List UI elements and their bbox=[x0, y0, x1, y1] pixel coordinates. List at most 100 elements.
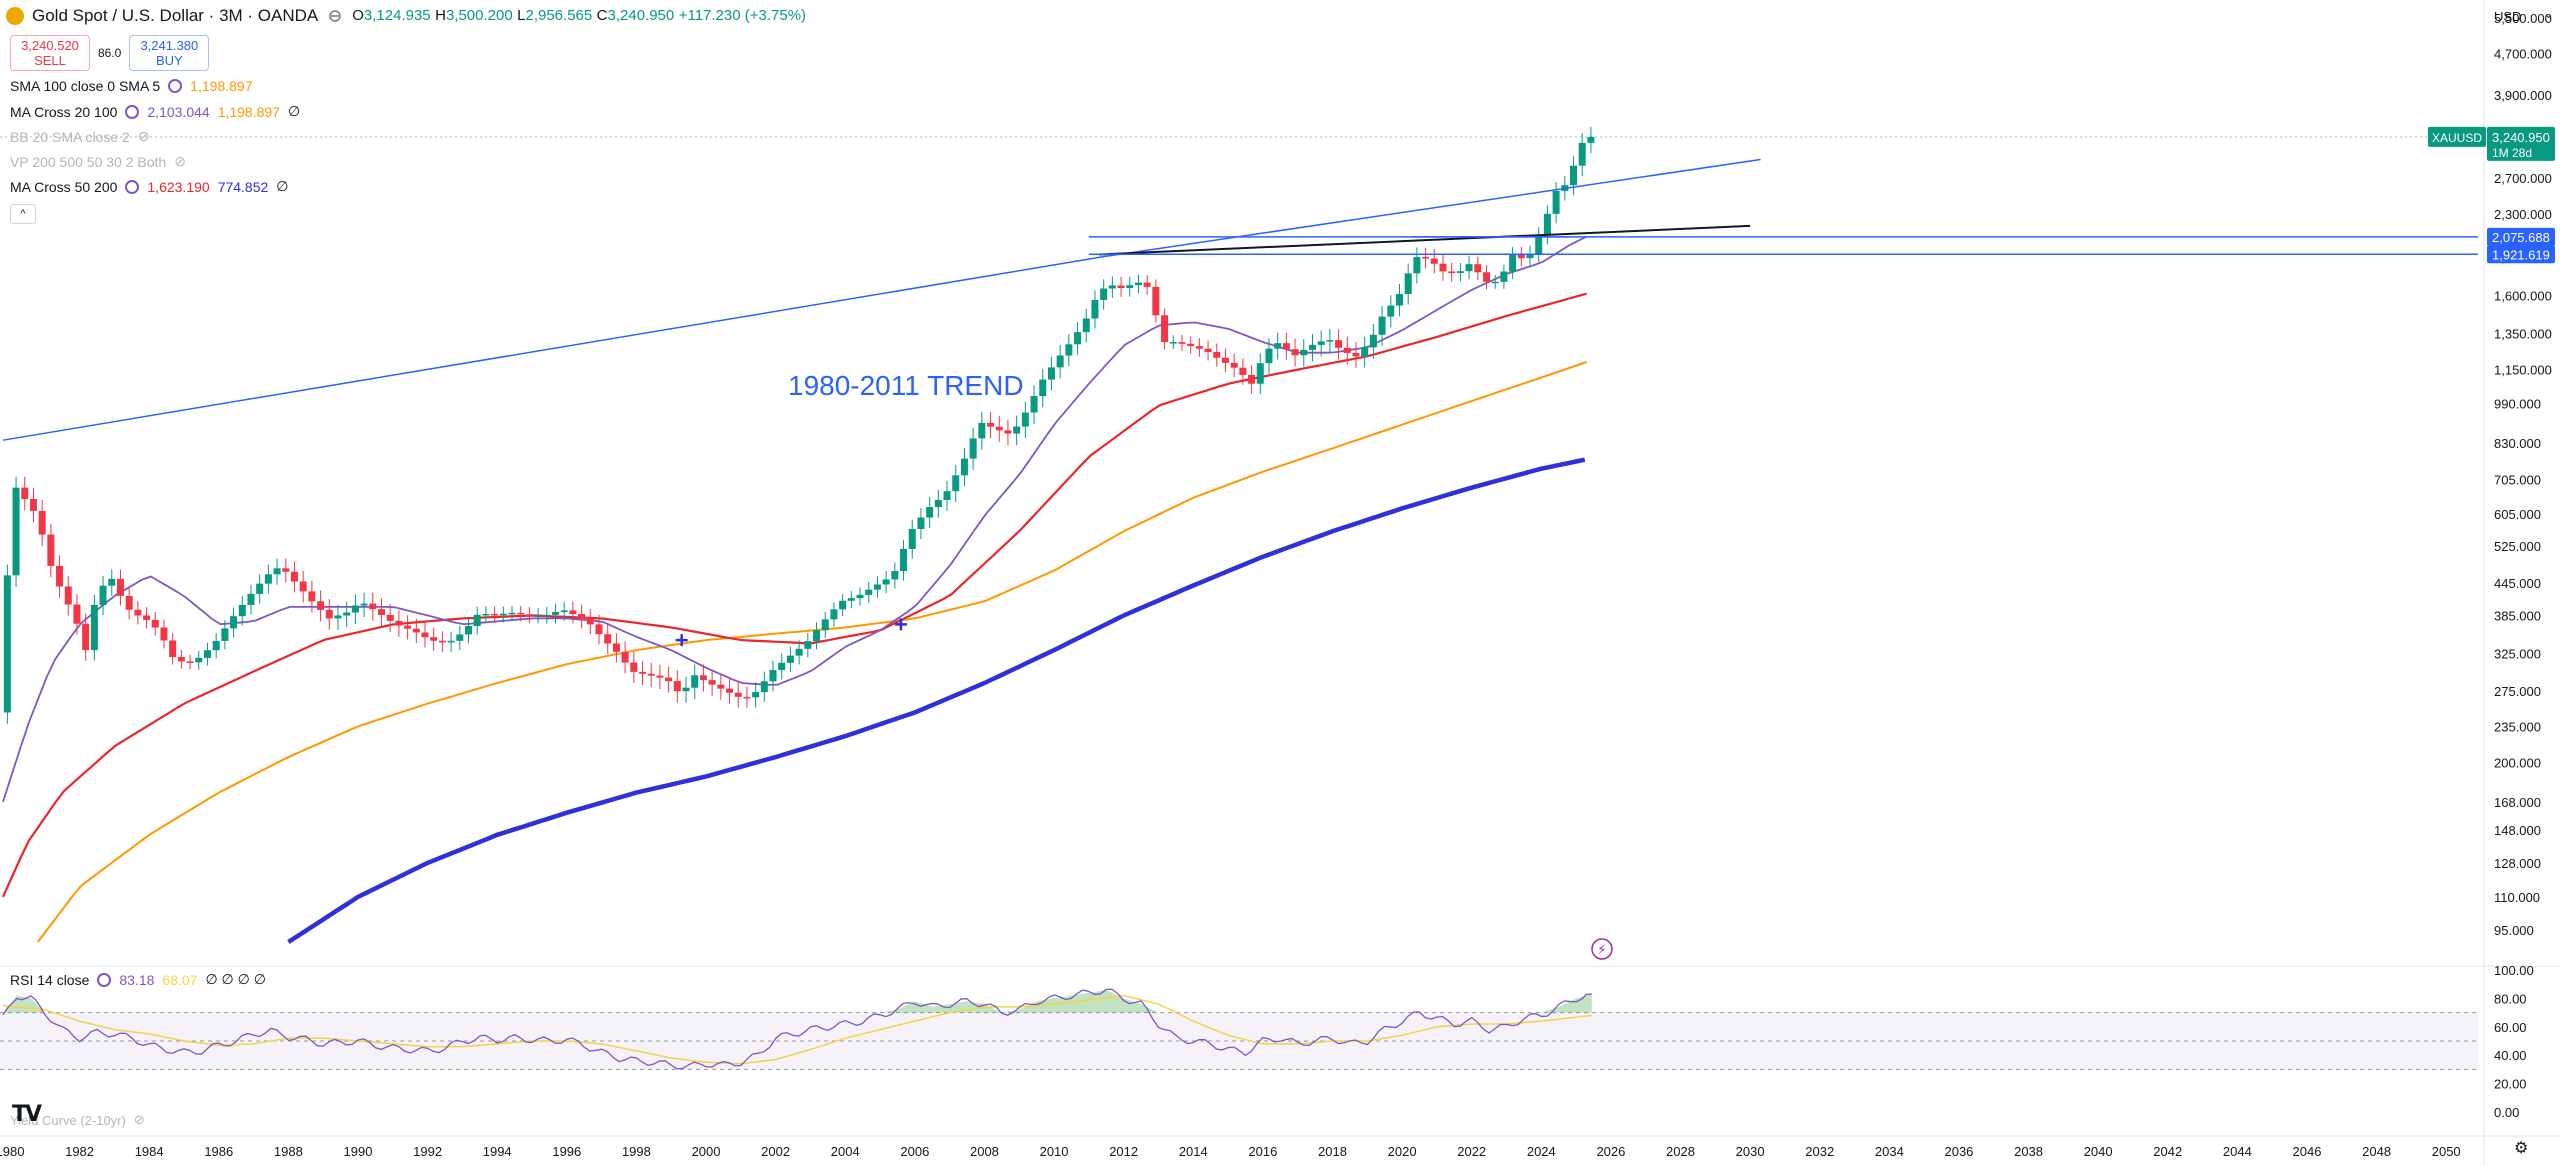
indicator-value: 1,198.897 bbox=[190, 78, 253, 94]
candle-body bbox=[264, 574, 272, 584]
candle-body bbox=[760, 681, 768, 693]
indicator-ma-cross-20-100[interactable]: MA Cross 20 100 2,103.044 1,198.897 ∅ bbox=[10, 103, 300, 120]
sell-button[interactable]: 3,240.520 SELL bbox=[10, 35, 90, 71]
indicator-vp[interactable]: VP 200 500 50 30 2 Both ⊘ bbox=[10, 153, 186, 170]
yield-name: Yield Curve (2-10yr) bbox=[10, 1112, 126, 1128]
settings-icon[interactable] bbox=[125, 179, 140, 194]
candle-body bbox=[752, 692, 760, 698]
candle-body bbox=[665, 677, 673, 682]
candle-body bbox=[1404, 273, 1412, 295]
candle-body bbox=[1413, 257, 1421, 274]
chart-settings-icon[interactable]: ⚙ bbox=[2514, 1140, 2529, 1157]
candle-body bbox=[786, 655, 794, 663]
candle-body bbox=[491, 614, 499, 616]
candle-body bbox=[1030, 396, 1038, 413]
y-tick-label: 325.000 bbox=[2494, 647, 2541, 662]
candle-body bbox=[830, 609, 838, 620]
y-tick-label: 2,300.000 bbox=[2494, 207, 2552, 222]
x-tick-label: 2000 bbox=[692, 1144, 721, 1159]
candle-body bbox=[926, 507, 934, 518]
level-badge-bg bbox=[2487, 227, 2555, 246]
rsi-legend[interactable]: RSI 14 close 83.18 68.07 ∅ ∅ ∅ ∅ bbox=[10, 971, 266, 988]
x-tick-label: 1986 bbox=[204, 1144, 233, 1159]
y-tick-label: 990.000 bbox=[2494, 396, 2541, 411]
candle-body bbox=[1047, 367, 1055, 380]
trend-lines[interactable] bbox=[0, 136, 2478, 647]
open-label: O bbox=[352, 7, 364, 24]
currency-dropdown-icon[interactable]: ⌄ bbox=[2544, 9, 2554, 21]
candle-body bbox=[3, 575, 11, 713]
x-tick-label: 2044 bbox=[2223, 1144, 2252, 1159]
candle-body bbox=[230, 616, 238, 629]
candle-body bbox=[404, 625, 412, 629]
symbol-title[interactable]: Gold Spot / U.S. Dollar · 3M · OANDA bbox=[32, 6, 319, 25]
candle-body bbox=[1082, 318, 1090, 333]
open-value: 3,124.935 bbox=[363, 7, 431, 24]
currency-label[interactable]: USD bbox=[2494, 9, 2522, 24]
candle-body bbox=[212, 640, 220, 651]
candle-body bbox=[47, 534, 55, 566]
flash-icon[interactable]: ⚡ bbox=[1591, 938, 1613, 960]
x-tick-label: 2018 bbox=[1318, 1144, 1347, 1159]
settings-icon[interactable] bbox=[97, 972, 112, 987]
x-tick-label: 2048 bbox=[2362, 1144, 2391, 1159]
x-tick-label: 2002 bbox=[761, 1144, 790, 1159]
symbol-badge-bg bbox=[2428, 126, 2486, 147]
rsi-pane bbox=[0, 988, 2478, 1070]
indicator-name: MA Cross 50 200 bbox=[10, 178, 118, 195]
candle-body bbox=[1169, 342, 1177, 344]
rsi-overbought-fill bbox=[3, 989, 1592, 1013]
candle-body bbox=[969, 438, 977, 459]
indicator-ma-cross-50-200[interactable]: MA Cross 50 200 1,623.190 774.852 ∅ bbox=[10, 178, 289, 195]
change-value: +117.230 (+3.75%) bbox=[678, 7, 807, 24]
visibility-icon[interactable] bbox=[326, 9, 344, 23]
rsi-tick-label: 100.00 bbox=[2494, 963, 2534, 978]
trend-annotation[interactable]: 1980-2011 TREND bbox=[788, 370, 1024, 401]
indicator-value: ∅ bbox=[276, 178, 289, 194]
candle-body bbox=[517, 612, 525, 615]
candle-body bbox=[160, 627, 168, 641]
candle-body bbox=[430, 637, 438, 641]
rsi-tick-label: 0.00 bbox=[2494, 1105, 2519, 1120]
trendline-1980-2011 bbox=[2, 158, 1761, 441]
x-tick-label: 1982 bbox=[65, 1144, 94, 1159]
hidden-eye-icon[interactable]: ⊘ bbox=[133, 1112, 145, 1127]
candle-body bbox=[1543, 213, 1551, 236]
candle-body bbox=[839, 600, 847, 610]
buy-button[interactable]: 3,241.380 BUY bbox=[129, 35, 210, 71]
candle-body bbox=[1021, 412, 1029, 427]
yield-curve-legend[interactable]: Yield Curve (2-10yr) ⊘ bbox=[10, 1112, 145, 1128]
candle-body bbox=[804, 641, 812, 649]
candle-body bbox=[795, 648, 803, 656]
rsi-tick-label: 20.00 bbox=[2494, 1077, 2527, 1092]
rsi-other-values: ∅ ∅ ∅ ∅ bbox=[205, 971, 266, 987]
indicator-bb[interactable]: BB 20 SMA close 2 ⊘ bbox=[10, 128, 150, 145]
indicator-value: ∅ bbox=[287, 103, 301, 119]
candle-body bbox=[1221, 357, 1229, 363]
candle-body bbox=[952, 475, 960, 492]
candle-body bbox=[482, 614, 490, 616]
rsi-tick-label: 80.00 bbox=[2494, 991, 2527, 1006]
settings-icon[interactable] bbox=[125, 104, 140, 119]
trade-panel: 3,240.520 SELL 86.0 3,241.380 BUY bbox=[10, 35, 210, 71]
level-badge: 1,921.619 bbox=[2492, 247, 2550, 262]
candle-body bbox=[699, 675, 707, 681]
candle-body bbox=[1465, 264, 1473, 272]
x-tick-label: 2034 bbox=[1875, 1144, 1904, 1159]
indicator-sma[interactable]: SMA 100 close 0 SMA 5 1,198.897 bbox=[10, 78, 253, 94]
candle-body bbox=[534, 615, 542, 617]
candle-body bbox=[1152, 286, 1160, 316]
settings-icon[interactable] bbox=[168, 79, 183, 93]
candle-body bbox=[1230, 362, 1238, 368]
hidden-eye-icon[interactable]: ⊘ bbox=[137, 128, 150, 144]
candle-body bbox=[595, 624, 603, 635]
hidden-eye-icon[interactable]: ⊘ bbox=[174, 153, 186, 169]
y-tick-label: 445.000 bbox=[2494, 576, 2541, 591]
rsi-ma-line bbox=[2, 994, 1592, 1065]
candle-body bbox=[64, 586, 72, 605]
collapse-indicators-button[interactable]: ^ bbox=[10, 204, 36, 224]
indicator-value: 1,623.190 bbox=[147, 178, 210, 195]
high-value: 3,500.200 bbox=[445, 7, 513, 24]
